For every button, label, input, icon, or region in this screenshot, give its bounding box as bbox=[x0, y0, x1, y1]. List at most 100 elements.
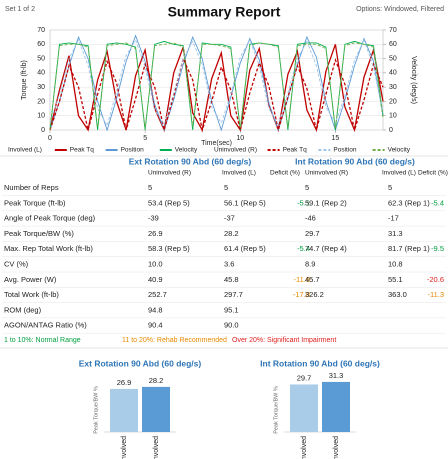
table-cell: 10.0 bbox=[148, 259, 163, 268]
bar-category-label: Involved bbox=[153, 436, 160, 459]
row-label: Peak Torque (ft-lb) bbox=[4, 198, 66, 207]
table-cell: 326.2 bbox=[305, 290, 324, 299]
bar-chart-title: Int Rotation 90 Abd (60 deg/s) bbox=[260, 358, 380, 368]
y-tick-label: 70 bbox=[37, 27, 45, 34]
row-label: Angle of Peak Torque (deg) bbox=[4, 214, 96, 223]
y-tick-label: 30 bbox=[37, 84, 45, 91]
table-cell: 53.4 (Rep 5) bbox=[148, 198, 190, 207]
bar bbox=[110, 388, 138, 432]
legend-label: Velocity bbox=[175, 147, 198, 154]
table-cell: 74.7 (Rep 4) bbox=[305, 244, 347, 253]
y-tick-label: 0 bbox=[41, 127, 45, 134]
table-cell: 94.8 bbox=[148, 305, 163, 314]
bar-chart-title: Ext Rotation 90 Abd (60 deg/s) bbox=[79, 358, 202, 368]
table-cell: 55.1 bbox=[388, 275, 403, 284]
row-label: ROM (deg) bbox=[4, 305, 42, 314]
bar-category-label: Involved bbox=[333, 436, 340, 459]
column-header: Involved (L) bbox=[222, 170, 256, 177]
table-cell: 297.7 bbox=[224, 290, 243, 299]
bar-value-label: 28.2 bbox=[149, 376, 164, 385]
table-cell: 58.3 (Rep 5) bbox=[148, 244, 190, 253]
table-cell: 31.3 bbox=[388, 229, 403, 238]
group-heading: Ext Rotation 90 Abd (60 deg/s) bbox=[129, 156, 252, 166]
table-cell: 62.3 (Rep 1) bbox=[388, 198, 430, 207]
table-cell: 5 bbox=[305, 183, 309, 192]
table-cell: -37 bbox=[224, 214, 235, 223]
x-axis-label: Time(sec) bbox=[201, 140, 232, 147]
table-cell: -11.3 bbox=[427, 290, 444, 299]
y-tick-label: 10 bbox=[37, 113, 45, 120]
report-title: Summary Report bbox=[168, 4, 281, 20]
bar-value-label: 31.3 bbox=[329, 371, 344, 380]
y2-tick-label: 70 bbox=[389, 27, 397, 34]
bar bbox=[142, 386, 170, 432]
bar-y-label: Peak Torque/BW % bbox=[273, 386, 279, 434]
row-label: Peak Torque/BW (%) bbox=[4, 229, 74, 238]
x-tick-label: 10 bbox=[236, 135, 244, 142]
bar-y-label: Peak Torque/BW % bbox=[93, 386, 99, 434]
y2-tick-label: 20 bbox=[389, 98, 397, 105]
table-cell: 3.6 bbox=[224, 259, 234, 268]
legend-label: Position bbox=[333, 147, 357, 154]
table-cell: 61.4 (Rep 5) bbox=[224, 244, 266, 253]
y2-tick-label: 40 bbox=[389, 70, 397, 77]
table-cell: 40.9 bbox=[148, 275, 163, 284]
y-tick-label: 20 bbox=[37, 98, 45, 105]
y-tick-label: 60 bbox=[37, 41, 45, 48]
legend-group: Uninvolved (R) bbox=[214, 147, 257, 154]
table-cell: 10.8 bbox=[388, 259, 403, 268]
y-tick-label: 50 bbox=[37, 55, 45, 62]
row-label: Avg. Power (W) bbox=[4, 275, 57, 284]
severity-legend: 1 to 10%: Normal Range bbox=[4, 337, 81, 344]
table-cell: -5.4 bbox=[431, 198, 444, 207]
bar-category-label: Uninvolved bbox=[121, 436, 128, 459]
table-cell: -17.8 bbox=[293, 290, 310, 299]
column-header: Involved (L) bbox=[382, 170, 416, 177]
table-cell: 252.7 bbox=[148, 290, 167, 299]
y2-tick-label: 50 bbox=[389, 55, 397, 62]
row-label: AGON/ANTAG Ratio (%) bbox=[4, 321, 87, 330]
table-cell: 45.8 bbox=[224, 275, 239, 284]
legend-label: Velocity bbox=[388, 147, 411, 154]
severity-legend: Over 20%: Significant Impairment bbox=[232, 337, 336, 344]
group-heading: Int Rotation 90 Abd (60 deg/s) bbox=[295, 156, 415, 166]
bar bbox=[290, 384, 318, 432]
table-cell: 90.0 bbox=[224, 321, 239, 330]
table-cell: -17 bbox=[388, 214, 399, 223]
table-cell: 5 bbox=[388, 183, 392, 192]
column-header: Uninvolved (R) bbox=[148, 170, 191, 177]
y2-tick-label: 10 bbox=[389, 113, 397, 120]
row-label: Total Work (ft-lb) bbox=[4, 290, 59, 299]
bar-value-label: 29.7 bbox=[297, 373, 312, 382]
table-cell: 45.7 bbox=[305, 275, 320, 284]
y2-tick-label: 30 bbox=[389, 84, 397, 91]
column-header: Uninvolved (R) bbox=[305, 170, 348, 177]
table-cell: -20.6 bbox=[427, 275, 444, 284]
legend-group: Involved (L) bbox=[8, 147, 42, 154]
table-cell: 363.0 bbox=[388, 290, 407, 299]
x-tick-label: 0 bbox=[48, 135, 52, 142]
table-cell: 5 bbox=[148, 183, 152, 192]
legend-label: Position bbox=[121, 147, 145, 154]
bar-value-label: 26.9 bbox=[117, 378, 132, 387]
table-cell: 28.2 bbox=[224, 229, 239, 238]
column-header: Deficit (%) bbox=[418, 170, 448, 177]
y2-tick-label: 60 bbox=[389, 41, 397, 48]
table-cell: -39 bbox=[148, 214, 159, 223]
table-cell: 95.1 bbox=[224, 305, 239, 314]
table-cell: -9.5 bbox=[431, 244, 444, 253]
row-label: Max. Rep Total Work (ft-lb) bbox=[4, 244, 93, 253]
table-cell: -11.9 bbox=[293, 275, 310, 284]
table-cell: 8.9 bbox=[305, 259, 315, 268]
x-tick-label: 5 bbox=[143, 135, 147, 142]
severity-legend: 11 to 20%: Rehab Recommended bbox=[122, 337, 227, 344]
y-axis-label: Torque (ft-lb) bbox=[21, 60, 28, 100]
table-cell: 90.4 bbox=[148, 321, 163, 330]
row-label: CV (%) bbox=[4, 259, 29, 268]
column-header: Deficit (%) bbox=[270, 170, 300, 177]
bar bbox=[322, 381, 350, 432]
table-cell: -5.4 bbox=[297, 244, 310, 253]
series-line bbox=[49, 42, 384, 131]
